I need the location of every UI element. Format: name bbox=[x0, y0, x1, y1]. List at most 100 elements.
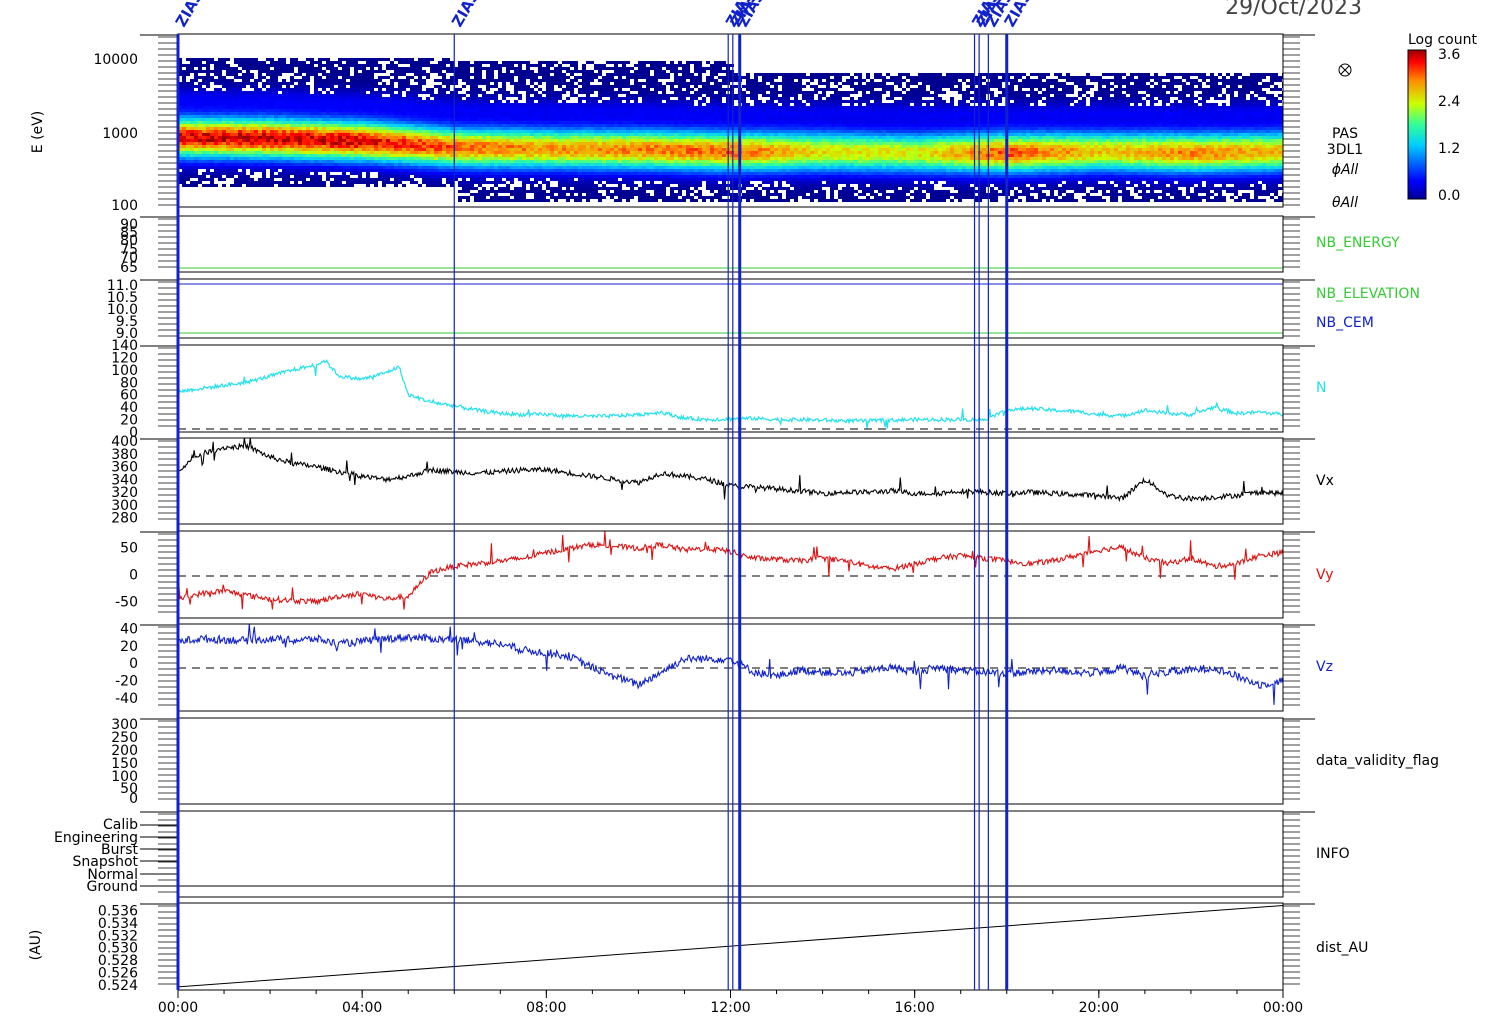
spectrogram-cell bbox=[506, 112, 510, 115]
spectrogram-cell bbox=[194, 160, 198, 163]
spectrogram-cell bbox=[374, 157, 378, 160]
spectrogram-cell bbox=[446, 142, 450, 145]
spectrogram-cell bbox=[186, 121, 190, 124]
spectrogram-cell bbox=[642, 133, 646, 136]
spectrogram-cell bbox=[238, 130, 242, 133]
spectrogram-cell bbox=[206, 118, 210, 121]
spectrogram-cell bbox=[490, 157, 494, 160]
spectrogram-cell bbox=[506, 163, 510, 166]
spectrogram-cell bbox=[666, 97, 670, 100]
spectrogram-cell bbox=[670, 163, 674, 166]
spectrogram-cell bbox=[294, 178, 298, 181]
spectrogram-cell bbox=[526, 127, 530, 130]
spectrogram-cell bbox=[530, 124, 534, 127]
spectrogram-cell bbox=[222, 148, 226, 151]
spectrogram-cell bbox=[530, 154, 534, 157]
spectrogram-cell bbox=[666, 73, 670, 76]
spectrogram-cell bbox=[522, 190, 526, 193]
spectrogram-cell bbox=[642, 139, 646, 142]
spectrogram-cell bbox=[302, 184, 306, 187]
spectrogram-cell bbox=[374, 79, 378, 82]
spectrogram-cell bbox=[482, 79, 486, 82]
spectrogram-cell bbox=[198, 142, 202, 145]
spectrogram-cell bbox=[258, 100, 262, 103]
spectrogram-cell bbox=[514, 82, 518, 85]
spectrogram-cell bbox=[550, 109, 554, 112]
spectrogram-cell bbox=[206, 70, 210, 73]
spectrogram-cell bbox=[462, 100, 466, 103]
spectrogram-cell bbox=[366, 127, 370, 130]
spectrogram-cell bbox=[478, 157, 482, 160]
spectrogram-cell bbox=[570, 151, 574, 154]
spectrogram-cell bbox=[442, 79, 446, 82]
spectrogram-cell bbox=[586, 88, 590, 91]
spectrogram-cell bbox=[294, 61, 298, 64]
spectrogram-cell bbox=[430, 148, 434, 151]
spectrogram-cell bbox=[394, 103, 398, 106]
spectrogram-cell bbox=[442, 139, 446, 142]
spectrogram-cell bbox=[658, 172, 662, 175]
spectrogram-cell bbox=[630, 88, 634, 91]
spectrogram-cell bbox=[306, 133, 310, 136]
spectrogram-cell bbox=[574, 133, 578, 136]
spectrogram-cell bbox=[626, 154, 630, 157]
spectrogram-cell bbox=[478, 199, 482, 202]
spectrogram-cell bbox=[182, 85, 186, 88]
spectrogram-cell bbox=[226, 79, 230, 82]
spectrogram-cell bbox=[394, 70, 398, 73]
spectrogram-cell bbox=[502, 175, 506, 178]
spectrogram-cell bbox=[178, 85, 182, 88]
spectrogram-cell bbox=[598, 139, 602, 142]
spectrogram-cell bbox=[378, 169, 382, 172]
spectrogram-cell bbox=[398, 151, 402, 154]
spectrogram-cell bbox=[470, 151, 474, 154]
spectrogram-cell bbox=[410, 130, 414, 133]
spectrogram-cell bbox=[234, 100, 238, 103]
spectrogram-cell bbox=[438, 133, 442, 136]
spectrogram-cell bbox=[526, 163, 530, 166]
spectrogram-cell bbox=[598, 94, 602, 97]
spectrogram-cell bbox=[206, 136, 210, 139]
spectrogram-cell bbox=[382, 139, 386, 142]
spectrogram-cell bbox=[586, 181, 590, 184]
spectrogram-cell bbox=[626, 193, 630, 196]
spectrogram-cell bbox=[534, 151, 538, 154]
spectrogram-cell bbox=[518, 175, 522, 178]
spectrogram-cell bbox=[486, 148, 490, 151]
spectrogram-cell bbox=[358, 109, 362, 112]
spectrogram-cell bbox=[182, 100, 186, 103]
spectrogram-cell bbox=[414, 148, 418, 151]
spectrogram-cell bbox=[250, 166, 254, 169]
spectrogram-cell bbox=[290, 184, 294, 187]
spectrogram-cell bbox=[586, 136, 590, 139]
spectrogram-cell bbox=[258, 136, 262, 139]
spectrogram-cell bbox=[218, 109, 222, 112]
spectrogram-cell bbox=[606, 61, 610, 64]
spectrogram-cell bbox=[594, 121, 598, 124]
spectrogram-cell bbox=[214, 61, 218, 64]
spectrogram-cell bbox=[618, 97, 622, 100]
spectrogram-cell bbox=[458, 136, 462, 139]
spectrogram-cell bbox=[246, 151, 250, 154]
spectrogram-cell bbox=[354, 118, 358, 121]
spectrogram-cell bbox=[482, 106, 486, 109]
spectrogram-cell bbox=[382, 127, 386, 130]
spectrogram-cell bbox=[302, 118, 306, 121]
spectrogram-cell bbox=[566, 82, 570, 85]
spectrogram-cell bbox=[574, 79, 578, 82]
spectrogram-cell bbox=[530, 79, 534, 82]
spectrogram-cell bbox=[182, 73, 186, 76]
spectrogram-cell bbox=[514, 172, 518, 175]
spectrogram-cell bbox=[626, 196, 630, 199]
spectrogram-cell bbox=[598, 97, 602, 100]
spectrogram-cell bbox=[538, 127, 542, 130]
spectrogram-cell bbox=[422, 166, 426, 169]
spectrogram-cell bbox=[246, 103, 250, 106]
spectrogram-cell bbox=[338, 64, 342, 67]
spectrogram-cell bbox=[422, 79, 426, 82]
spectrogram-cell bbox=[394, 94, 398, 97]
spectrogram-cell bbox=[194, 79, 198, 82]
spectrogram-cell bbox=[550, 139, 554, 142]
spectrogram-cell bbox=[266, 109, 270, 112]
spectrogram-cell bbox=[598, 103, 602, 106]
